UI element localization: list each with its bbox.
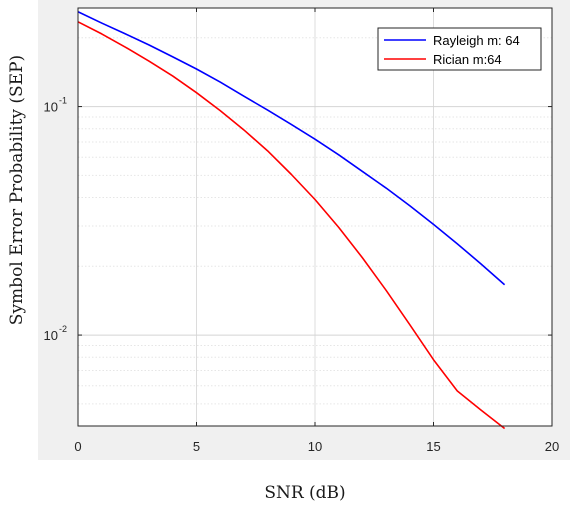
legend-label-rayleigh: Rayleigh m: 64: [433, 33, 520, 48]
legend-box: [377, 27, 542, 71]
y-tick-label-exponent: -1: [59, 96, 67, 106]
x-tick-label: 10: [308, 439, 322, 454]
x-tick-label: 20: [545, 439, 559, 454]
x-tick-label: 0: [74, 439, 81, 454]
y-axis-title: Symbol Error Probability (SEP): [7, 55, 27, 325]
x-tick-label: 5: [193, 439, 200, 454]
legend: Rayleigh m: 64 Rician m:64: [377, 27, 542, 71]
y-tick-label-base: 10: [44, 100, 58, 115]
series-group: [77, 11, 506, 430]
y-tick-label-base: 10: [44, 328, 58, 343]
series-line-rician: [77, 21, 506, 430]
legend-label-rician: Rician m:64: [433, 52, 502, 67]
series-line-rayleigh: [77, 11, 506, 286]
y-tick-label-exponent: -2: [59, 324, 67, 334]
grid: [78, 8, 552, 426]
x-axis-title: SNR (dB): [264, 483, 345, 503]
x-tick-label: 15: [426, 439, 440, 454]
